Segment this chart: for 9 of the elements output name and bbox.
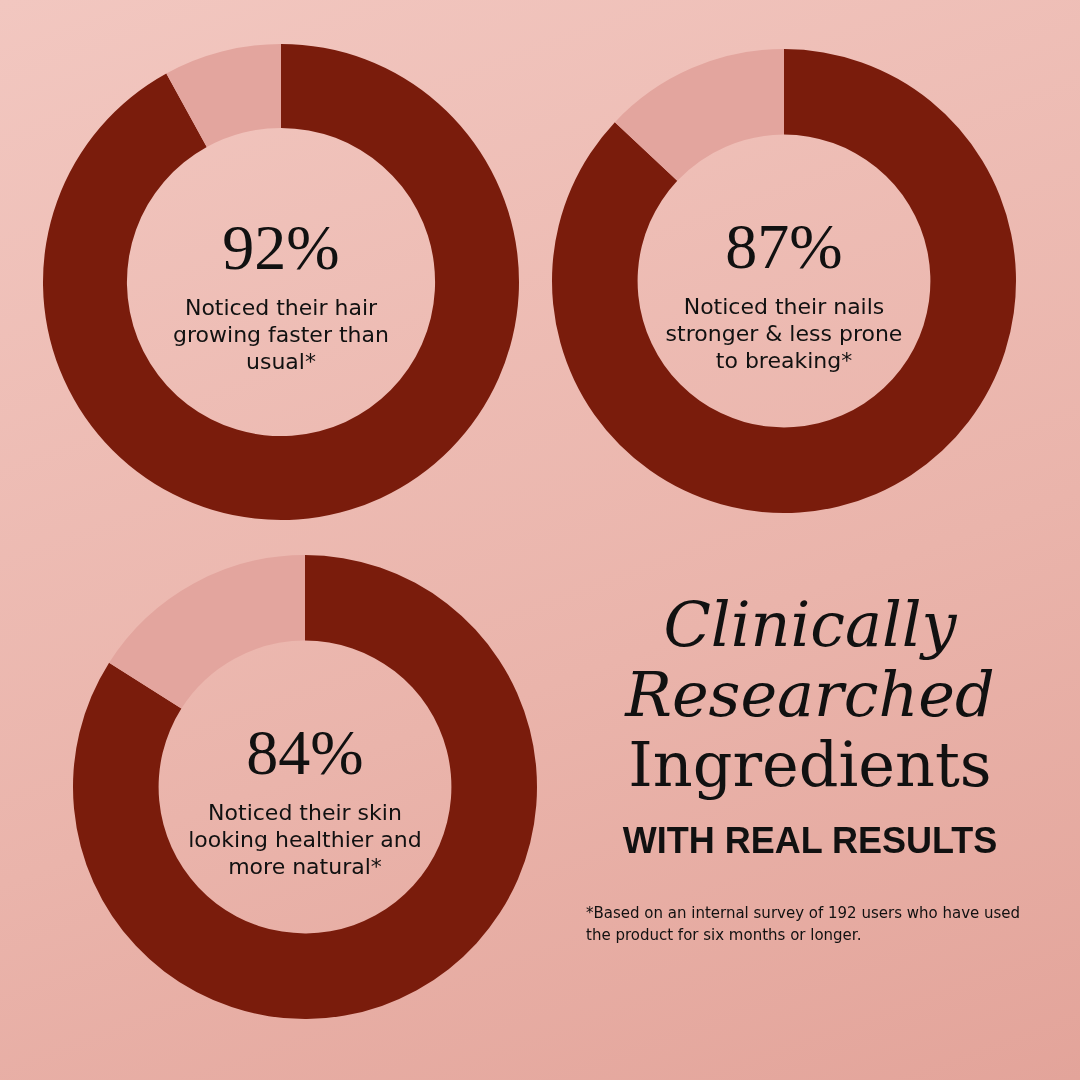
text: Noticed their skin looking healthier and more natural* [187,799,423,880]
data-label: 92% [222,211,340,283]
data-label: 84% [246,716,364,788]
text: WITH REAL RESULTS [621,820,999,862]
text: *Based on an internal survey of 192 users who have used the product for six months or longer. [586,903,1022,946]
text: Noticed their hair growing faster than usual* [172,294,390,375]
data-label: 87% [725,210,843,282]
text: Clinically Researched Ingredients [623,588,996,801]
text: Noticed their nails stronger & less prone to breaking* [664,293,904,374]
